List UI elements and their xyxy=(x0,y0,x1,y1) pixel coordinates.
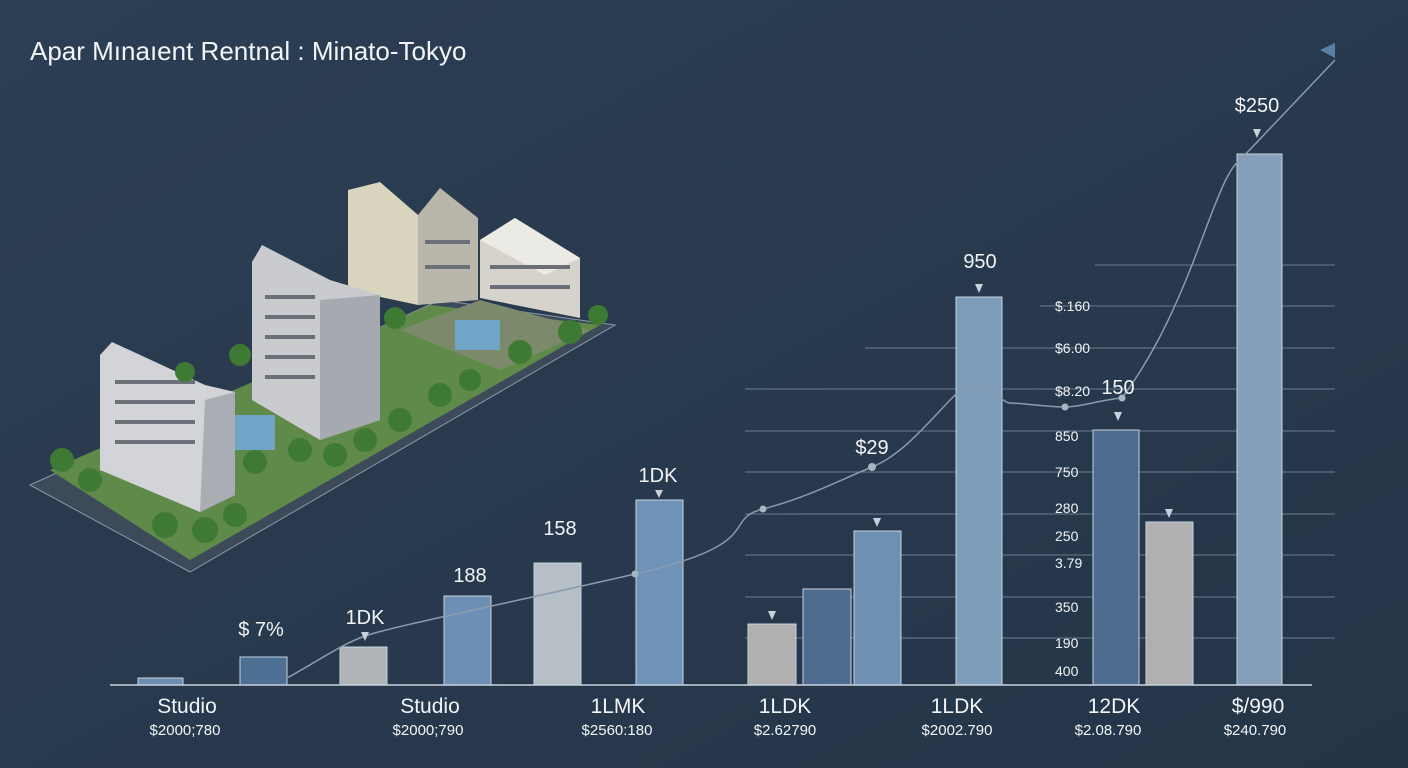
trend-line xyxy=(286,59,1336,679)
category-price: $2002.790 xyxy=(922,722,993,739)
axis-label: 190 xyxy=(1055,635,1079,651)
bar-label: $250 xyxy=(1235,95,1280,117)
bar-label: 950 xyxy=(963,251,996,273)
pointer xyxy=(975,284,983,293)
pointer xyxy=(768,611,776,620)
bar xyxy=(1145,521,1194,686)
bar-label: $ 7% xyxy=(238,619,284,641)
category-price: $240.790 xyxy=(1224,722,1287,739)
bar xyxy=(1092,429,1140,686)
axis-label: 850 xyxy=(1055,428,1079,444)
bar-label: 150 xyxy=(1101,377,1134,399)
bar xyxy=(239,656,288,686)
category-price: $2000;780 xyxy=(150,722,221,739)
trend-point xyxy=(1061,403,1069,411)
axis-label: 350 xyxy=(1055,599,1079,615)
axis-label: 250 xyxy=(1055,528,1079,544)
corner-marker xyxy=(1320,43,1335,58)
category-name: 1LDK xyxy=(759,695,812,718)
category-name: 12DK xyxy=(1088,695,1141,718)
bar-label: $29 xyxy=(855,437,888,459)
bar-label: 188 xyxy=(453,565,486,587)
bar xyxy=(747,623,797,686)
category-name: 1LDK xyxy=(931,695,984,718)
bar xyxy=(137,677,184,686)
bar xyxy=(1236,153,1283,686)
bar-label: 158 xyxy=(543,518,576,540)
bar xyxy=(533,562,582,686)
axis-label: $.160 xyxy=(1055,298,1090,314)
trend-point xyxy=(759,505,767,513)
bar-label: 1DK xyxy=(346,607,386,629)
category-price: $2560:180 xyxy=(582,722,653,739)
trend-point xyxy=(1118,394,1126,402)
axis-label: 750 xyxy=(1055,464,1079,480)
axis-label: 400 xyxy=(1055,663,1079,679)
pointer xyxy=(361,632,369,641)
pointer xyxy=(873,518,881,527)
axis-label: $6.00 xyxy=(1055,340,1090,356)
bar-label: 1DK xyxy=(639,465,679,487)
bar xyxy=(955,296,1003,686)
axis-label: 280 xyxy=(1055,500,1079,516)
category-price: $2.62790 xyxy=(754,722,817,739)
bar xyxy=(443,595,492,686)
category-name: $/990 xyxy=(1232,695,1285,718)
axis-label: $8.20 xyxy=(1055,383,1090,399)
pointer xyxy=(1253,129,1261,138)
bar xyxy=(635,499,684,686)
title: Apar Mınaıent Rentnal : Minato-Tokyo xyxy=(30,36,466,66)
category-name: 1LMK xyxy=(591,695,646,718)
pointer xyxy=(1165,509,1173,518)
axis-label: 3.79 xyxy=(1055,555,1082,571)
category-name: Studio xyxy=(157,695,217,718)
bar xyxy=(339,646,388,686)
bar xyxy=(802,588,852,686)
building-illustration xyxy=(28,182,617,573)
pointer xyxy=(1114,412,1122,421)
category-price: $2000;790 xyxy=(393,722,464,739)
trend-point xyxy=(631,570,639,578)
bar xyxy=(853,530,902,686)
trend-point xyxy=(868,463,876,471)
category-name: Studio xyxy=(400,695,460,718)
category-price: $2.08.790 xyxy=(1075,722,1142,739)
pointer xyxy=(655,490,663,498)
